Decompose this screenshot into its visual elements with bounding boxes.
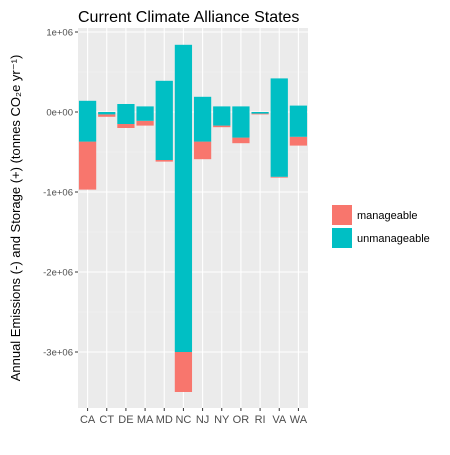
bar-manageable-NY bbox=[213, 126, 230, 128]
bar-unmanageable-MA bbox=[136, 106, 153, 120]
x-tick-label: MD bbox=[156, 414, 173, 426]
bar-manageable-RI bbox=[251, 114, 268, 115]
bar-manageable-WA bbox=[290, 137, 307, 146]
x-tick-label: CA bbox=[80, 414, 96, 426]
legend-key-unmanageable bbox=[332, 228, 352, 248]
legend-label-unmanageable: unmanageable bbox=[357, 233, 430, 245]
y-tick-label: 0e+00 bbox=[46, 108, 73, 119]
bar-unmanageable-VA bbox=[271, 78, 288, 176]
y-tick-label: -3e+06 bbox=[43, 348, 73, 359]
bar-unmanageable-NJ bbox=[194, 97, 211, 142]
bar-manageable-MD bbox=[156, 160, 173, 162]
x-tick-label: MA bbox=[137, 414, 154, 426]
bar-unmanageable-OR bbox=[232, 106, 249, 137]
bar-unmanageable-CA bbox=[79, 101, 96, 142]
y-tick-label: -2e+06 bbox=[43, 268, 73, 279]
x-tick-label: OR bbox=[233, 414, 250, 426]
legend: manageable unmanageable bbox=[332, 205, 430, 248]
bar-unmanageable-NY bbox=[213, 106, 230, 125]
y-tick-label: 1e+06 bbox=[46, 28, 73, 39]
x-tick-label: NC bbox=[175, 414, 191, 426]
bar-unmanageable-DE bbox=[117, 104, 134, 124]
bar-unmanageable-NC bbox=[175, 45, 192, 352]
x-axis: CA CT DE MA MD NC NJ NY OR RI VA WA bbox=[80, 408, 308, 426]
bar-manageable-NJ bbox=[194, 142, 211, 160]
bar-unmanageable-WA bbox=[290, 106, 307, 137]
x-tick-label: VA bbox=[272, 414, 287, 426]
bar-manageable-NC bbox=[175, 352, 192, 392]
legend-label-manageable: manageable bbox=[357, 210, 418, 222]
bar-manageable-CT bbox=[98, 114, 115, 116]
y-axis: 1e+06 0e+00 -1e+06 -2e+06 -3e+06 bbox=[43, 28, 78, 359]
x-tick-label: CT bbox=[99, 414, 114, 426]
y-axis-label: Annual Emissions (-) and Storage (+) (to… bbox=[8, 55, 23, 382]
bar-manageable-MA bbox=[136, 121, 153, 126]
bar-manageable-CA bbox=[79, 142, 96, 190]
y-tick-label: -1e+06 bbox=[43, 188, 73, 199]
x-tick-label: WA bbox=[290, 414, 308, 426]
bar-unmanageable-RI bbox=[251, 112, 268, 114]
bar-unmanageable-CT bbox=[98, 112, 115, 114]
bar-manageable-VA bbox=[271, 177, 288, 178]
legend-key-manageable bbox=[332, 205, 352, 225]
x-tick-label: NJ bbox=[196, 414, 209, 426]
bar-manageable-OR bbox=[232, 138, 249, 144]
x-tick-label: NY bbox=[214, 414, 230, 426]
bar-unmanageable-MD bbox=[156, 81, 173, 160]
chart-title: Current Climate Alliance States bbox=[78, 9, 299, 26]
x-tick-label: DE bbox=[118, 414, 133, 426]
bar-manageable-DE bbox=[117, 124, 134, 128]
x-tick-label: RI bbox=[255, 414, 266, 426]
